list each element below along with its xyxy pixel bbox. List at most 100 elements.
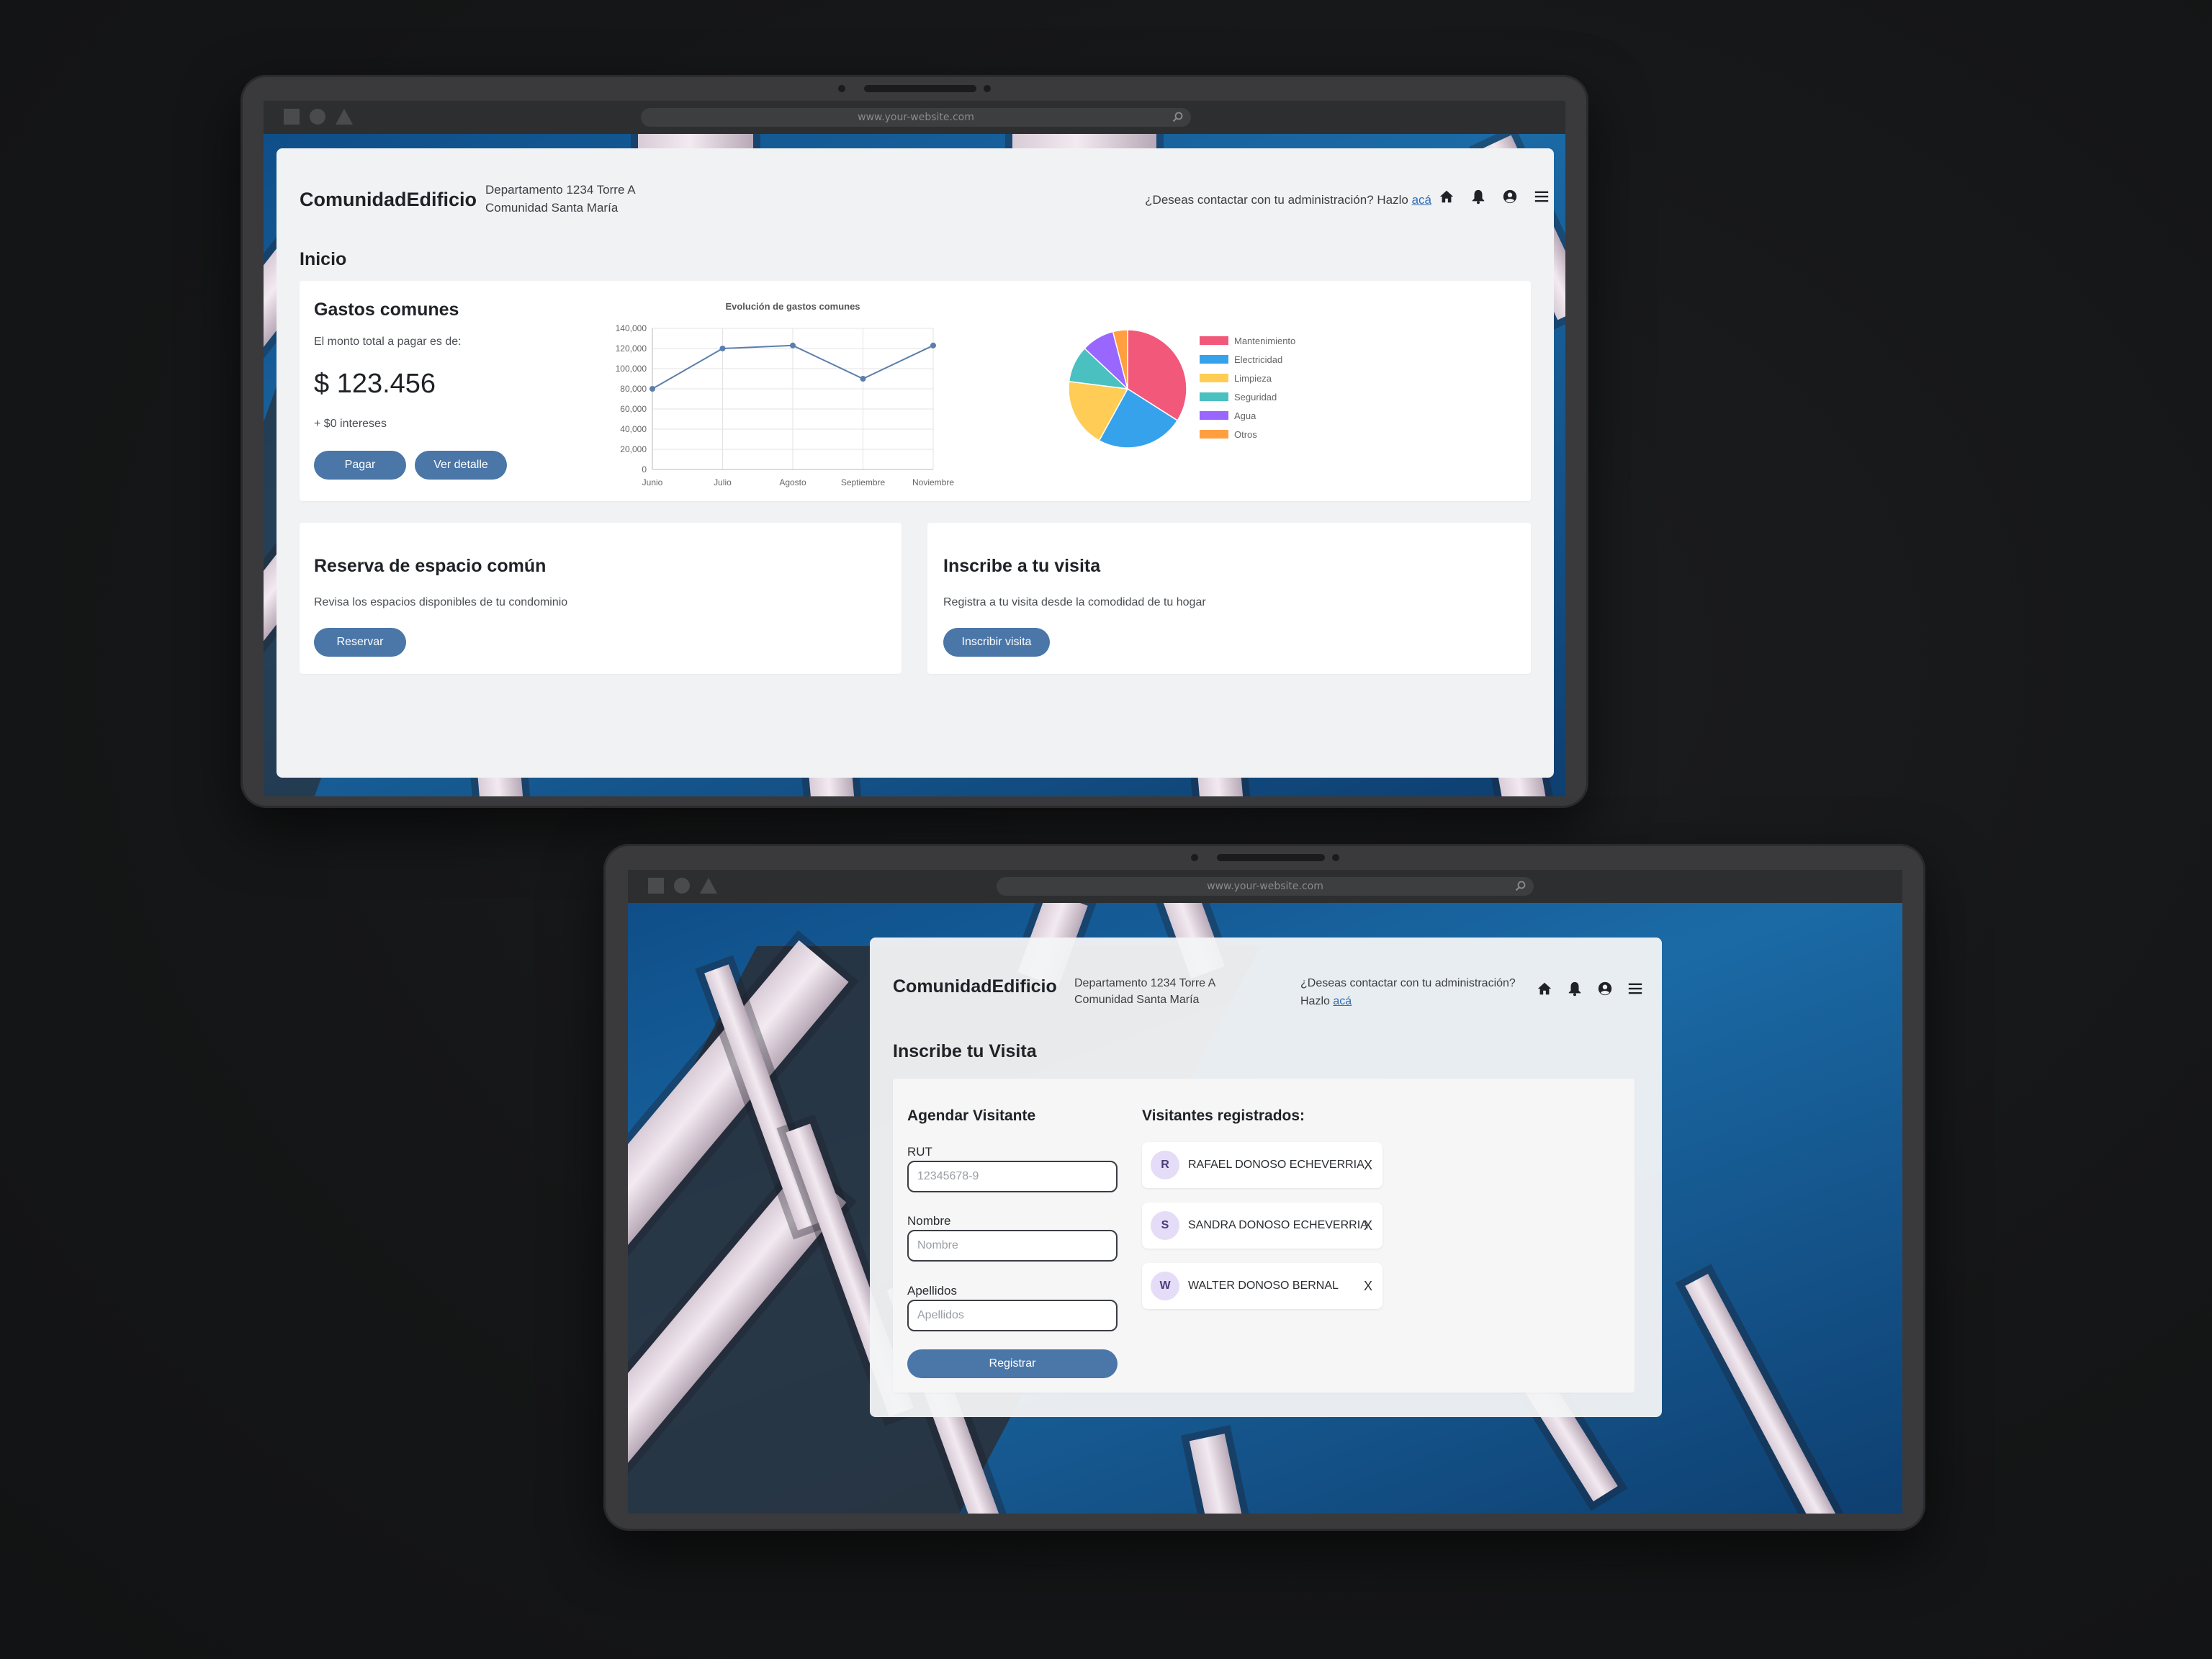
inscribir-visita-button[interactable]: Inscribir visita: [943, 628, 1050, 657]
beam: [1189, 1433, 1255, 1514]
address-line: Comunidad Santa María: [1074, 994, 1200, 1007]
laptop-frame-visit: www.your-website.com ComunidadEdificio D…: [603, 844, 1925, 1531]
search-icon[interactable]: [1172, 112, 1184, 123]
avatar: S: [1151, 1211, 1179, 1240]
data-point: [719, 346, 726, 351]
triangle-icon[interactable]: [700, 878, 717, 894]
remove-visitor-button[interactable]: X: [1363, 1218, 1372, 1233]
y-tick-label: 80,000: [620, 384, 647, 394]
gastos-interest: + $0 intereses: [314, 418, 387, 430]
y-tick-label: 0: [642, 464, 647, 475]
address-line: Departamento 1234 Torre A: [1074, 977, 1216, 989]
square-icon[interactable]: [284, 109, 300, 125]
visitor-name: WALTER DONOSO BERNAL: [1188, 1280, 1339, 1292]
page-title: Inicio: [300, 249, 347, 269]
address: Departamento 1234 Torre A Comunidad Sant…: [485, 181, 636, 217]
user-icon[interactable]: [1502, 189, 1518, 204]
visita-title: Inscribe a tu visita: [943, 556, 1101, 576]
contact-text: Hazlo: [1300, 994, 1330, 1007]
camera-bar: [1217, 854, 1325, 861]
legend-item: Limpieza: [1200, 369, 1295, 387]
reservar-button[interactable]: Reservar: [314, 628, 406, 657]
visitor-item: W WALTER DONOSO BERNAL X: [1142, 1263, 1382, 1309]
data-point: [790, 342, 796, 349]
address-line: Departamento 1234 Torre A: [485, 183, 636, 197]
camera-dot: [1332, 854, 1339, 861]
pie-legend: Mantenimiento Electricidad Limpieza Segurid…: [1200, 331, 1295, 444]
avatar: W: [1151, 1272, 1179, 1300]
pie-slice: [1112, 329, 1128, 390]
visita-card: Inscribe a tu visita Registra a tu visit…: [927, 523, 1531, 674]
data-point: [860, 376, 866, 382]
legend-item: Agua: [1200, 406, 1295, 425]
contact-link[interactable]: acá: [1411, 193, 1431, 207]
visitor-name: RAFAEL DONOSO ECHEVERRIA: [1188, 1159, 1364, 1171]
y-tick-label: 120,000: [616, 343, 647, 354]
legend-swatch: [1200, 355, 1228, 364]
reserva-text: Revisa los espacios disponibles de tu co…: [314, 596, 568, 608]
legend-label: Mantenimiento: [1234, 335, 1296, 346]
browser-window: www.your-website.com ComunidadEdificio D…: [628, 870, 1902, 1514]
registrar-button[interactable]: Registrar: [907, 1349, 1118, 1378]
page-title: Inscribe tu Visita: [893, 1041, 1037, 1061]
circle-icon[interactable]: [310, 109, 325, 125]
brand-logo[interactable]: ComunidadEdificio: [300, 189, 477, 210]
pie-slice: [1068, 380, 1129, 441]
visit-card: Agendar Visitante RUT 12345678-9 Nombre …: [893, 1079, 1635, 1393]
window-controls: [284, 109, 353, 125]
url-text: www.your-website.com: [858, 112, 974, 123]
form-title: Agendar Visitante: [907, 1107, 1036, 1124]
line-chart: Evolución de gastos comunes 140,000 120,00…: [616, 301, 955, 487]
address: Departamento 1234 Torre A Comunidad Sant…: [1074, 975, 1215, 1008]
visitor-name: SANDRA DONOSO ECHEVERRIA: [1188, 1219, 1368, 1231]
y-tick-label: 60,000: [620, 404, 647, 414]
address-bar[interactable]: www.your-website.com: [997, 877, 1534, 896]
remove-visitor-button[interactable]: X: [1363, 1158, 1372, 1172]
legend-item: Otros: [1200, 425, 1295, 444]
x-tick-label: Agosto: [779, 477, 806, 487]
search-icon[interactable]: [1515, 881, 1527, 892]
browser-window: www.your-website.com ComunidadEdificio D…: [264, 101, 1565, 796]
x-tick-label: Julio: [714, 477, 732, 487]
apellidos-input[interactable]: Apellidos: [907, 1300, 1118, 1331]
bell-icon[interactable]: [1470, 189, 1486, 204]
bell-icon[interactable]: [1567, 981, 1583, 997]
view-detail-button[interactable]: Ver detalle: [415, 451, 507, 480]
visita-text: Registra a tu visita desde la comodidad …: [943, 596, 1206, 608]
url-text: www.your-website.com: [1207, 881, 1323, 892]
pay-button[interactable]: Pagar: [314, 451, 406, 480]
header-icons: [1537, 981, 1643, 997]
pie-slice: [1098, 387, 1179, 449]
registered-title: Visitantes registrados:: [1142, 1107, 1305, 1124]
data-point: [649, 386, 655, 392]
dashboard-panel: ComunidadEdificio Departamento 1234 Torr…: [276, 148, 1554, 778]
home-icon[interactable]: [1439, 189, 1455, 204]
window-controls: [648, 878, 717, 894]
y-tick-label: 100,000: [616, 364, 647, 374]
triangle-icon[interactable]: [336, 109, 353, 125]
y-tick-label: 20,000: [620, 444, 647, 454]
legend-label: Agua: [1234, 410, 1256, 421]
camera-bar: [864, 85, 976, 92]
circle-icon[interactable]: [674, 878, 690, 894]
beam: [1685, 1273, 1843, 1514]
home-icon[interactable]: [1537, 981, 1552, 997]
menu-icon[interactable]: [1534, 189, 1550, 204]
legend-swatch: [1200, 411, 1228, 420]
legend-label: Seguridad: [1234, 391, 1277, 403]
rut-label: RUT: [907, 1145, 932, 1159]
menu-icon[interactable]: [1627, 981, 1643, 997]
remove-visitor-button[interactable]: X: [1363, 1279, 1372, 1293]
browser-bar: www.your-website.com: [264, 101, 1565, 134]
contact-link[interactable]: acá: [1333, 994, 1352, 1007]
nombre-label: Nombre: [907, 1214, 951, 1228]
rut-input[interactable]: 12345678-9: [907, 1161, 1118, 1192]
brand-logo[interactable]: ComunidadEdificio: [893, 976, 1057, 997]
user-icon[interactable]: [1597, 981, 1613, 997]
square-icon[interactable]: [648, 878, 664, 894]
laptop-frame-dashboard: www.your-website.com ComunidadEdificio D…: [240, 75, 1588, 808]
address-bar[interactable]: www.your-website.com: [641, 108, 1191, 127]
browser-bar: www.your-website.com: [628, 870, 1902, 903]
nombre-input[interactable]: Nombre: [907, 1230, 1118, 1262]
gastos-card: Gastos comunes El monto total a pagar es…: [300, 281, 1531, 501]
